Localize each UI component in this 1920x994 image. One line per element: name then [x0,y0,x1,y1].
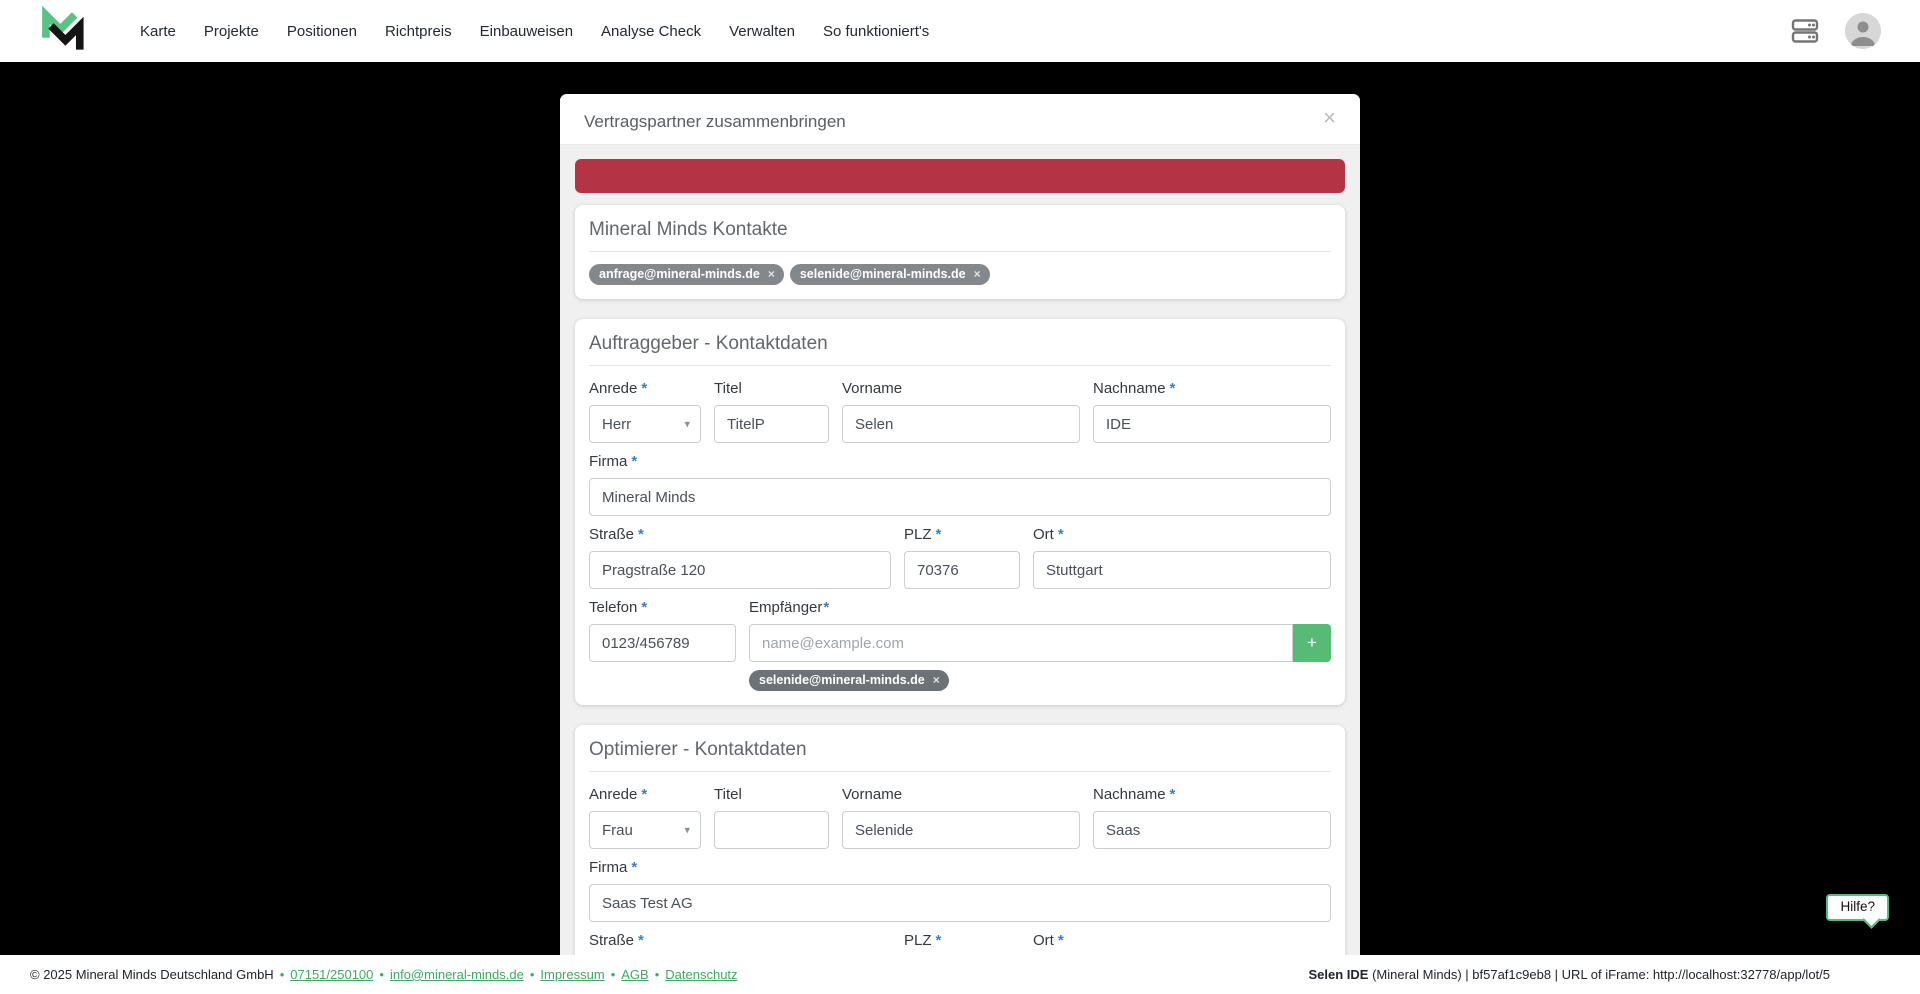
tag-text: anfrage@mineral-minds.de [599,267,760,281]
user-avatar-icon[interactable] [1845,13,1881,49]
vorname-input[interactable] [842,405,1080,443]
error-alert [575,159,1345,193]
vorname-label: Vorname [842,786,903,803]
nav-item-so-funktionierts[interactable]: So funktioniert's [822,22,930,40]
nav-item-positionen[interactable]: Positionen [286,22,357,40]
firma-label: Firma * [589,453,638,470]
telefon-label: Telefon * [589,599,648,616]
modal-title: Vertragspartner zusammenbringen [584,112,846,131]
footer-link-email[interactable]: info@mineral-minds.de [389,967,524,982]
plz-label: PLZ * [904,932,942,949]
titel-label: Titel [714,380,742,397]
server-icon[interactable] [1791,17,1819,45]
anrede-label: Anrede * [589,786,648,803]
tag-remove-icon[interactable]: × [767,267,775,281]
plz-label: PLZ * [904,526,942,543]
empfaenger-tag[interactable]: selenide@mineral-minds.de × [749,670,949,691]
vertragspartner-modal: Vertragspartner zusammenbringen × Minera… [560,94,1360,955]
nav-item-richtpreis[interactable]: Richtpreis [384,22,452,40]
strasse-label: Straße * [589,526,644,543]
anrede-selected-value: Frau [602,821,633,839]
strasse-label: Straße * [589,932,644,949]
titel-input[interactable] [714,811,829,849]
tag-remove-icon[interactable]: × [973,267,981,281]
telefon-input[interactable] [589,624,736,662]
main-navigation: Karte Projekte Positionen Richtpreis Ein… [140,23,957,40]
copyright-text: © 2025 Mineral Minds Deutschland GmbH [30,967,274,982]
chevron-down-icon: ▾ [684,824,690,837]
add-recipient-button[interactable]: + [1293,624,1331,662]
anrede-label: Anrede * [589,380,648,397]
titel-input[interactable] [714,405,829,443]
brand-logo[interactable] [40,6,84,56]
footer-user-name: Selen IDE [1308,967,1369,982]
tag-text: selenide@mineral-minds.de [799,267,966,281]
page-footer: © 2025 Mineral Minds Deutschland GmbH • … [0,955,1920,994]
kontakte-card: Mineral Minds Kontakte anfrage@mineral-m… [575,205,1345,299]
footer-link-phone[interactable]: 07151/250100 [290,967,374,982]
firma-input[interactable] [589,478,1331,516]
nav-item-verwalten[interactable]: Verwalten [729,22,795,40]
nav-item-projekte[interactable]: Projekte [203,22,259,40]
auftraggeber-card: Auftraggeber - Kontaktdaten Anrede * Herr… [575,319,1345,705]
kontakte-tag[interactable]: anfrage@mineral-minds.de × [589,264,784,285]
nachname-input[interactable] [1093,405,1331,443]
modal-header: Vertragspartner zusammenbringen × [560,94,1360,145]
nav-item-analyse-check[interactable]: Analyse Check [601,22,702,40]
ort-input[interactable] [1033,551,1331,589]
footer-left: © 2025 Mineral Minds Deutschland GmbH • … [30,967,738,982]
titel-label: Titel [714,786,742,803]
vorname-label: Vorname [842,380,903,397]
footer-link-impressum[interactable]: Impressum [540,967,605,982]
tag-text: selenide@mineral-minds.de [759,673,925,687]
nav-item-einbauweisen[interactable]: Einbauweisen [479,22,574,40]
footer-session-info: Selen IDE (Mineral Minds) | bf57af1c9eb8… [1309,967,1830,982]
optimierer-card-title: Optimierer - Kontaktdaten [589,739,1331,772]
strasse-input[interactable] [589,551,891,589]
kontakte-tag-row: anfrage@mineral-minds.de × selenide@mine… [589,264,1331,285]
anrede-select[interactable]: Frau ▾ [589,811,701,849]
empfaenger-input[interactable] [749,624,1293,662]
anrede-selected-value: Herr [602,415,632,433]
footer-session-details: (Mineral Minds) | bf57af1c9eb8 | URL of … [1368,967,1830,982]
navbar-right [1791,13,1881,49]
firma-input[interactable] [589,884,1331,922]
mineral-minds-logo-icon [42,6,84,50]
kontakte-tag[interactable]: selenide@mineral-minds.de × [789,264,990,285]
footer-link-agb[interactable]: AGB [621,967,649,982]
help-button[interactable]: Hilfe? [1826,894,1889,921]
kontakte-card-title: Mineral Minds Kontakte [589,219,1331,252]
nachname-input[interactable] [1093,811,1331,849]
ort-label: Ort * [1033,526,1064,543]
top-navbar: Karte Projekte Positionen Richtpreis Ein… [0,0,1920,62]
nachname-label: Nachname * [1093,380,1176,397]
footer-link-datenschutz[interactable]: Datenschutz [665,967,738,982]
optimierer-card: Optimierer - Kontaktdaten Anrede * Frau ▾… [575,725,1345,955]
firma-label: Firma * [589,859,638,876]
anrede-select[interactable]: Herr ▾ [589,405,701,443]
empfaenger-tag-row: selenide@mineral-minds.de × [749,670,1331,691]
close-icon[interactable]: × [1323,105,1336,130]
nav-item-karte[interactable]: Karte [140,22,176,40]
modal-body: Mineral Minds Kontakte anfrage@mineral-m… [560,145,1360,955]
empfaenger-label: Empfänger* [749,599,830,616]
vorname-input[interactable] [842,811,1080,849]
ort-label: Ort * [1033,932,1064,949]
tag-remove-icon[interactable]: × [932,673,940,687]
auftraggeber-card-title: Auftraggeber - Kontaktdaten [589,333,1331,366]
empfaenger-input-group: + [749,624,1331,662]
chevron-down-icon: ▾ [684,418,690,431]
nachname-label: Nachname * [1093,786,1176,803]
plz-input[interactable] [904,551,1020,589]
